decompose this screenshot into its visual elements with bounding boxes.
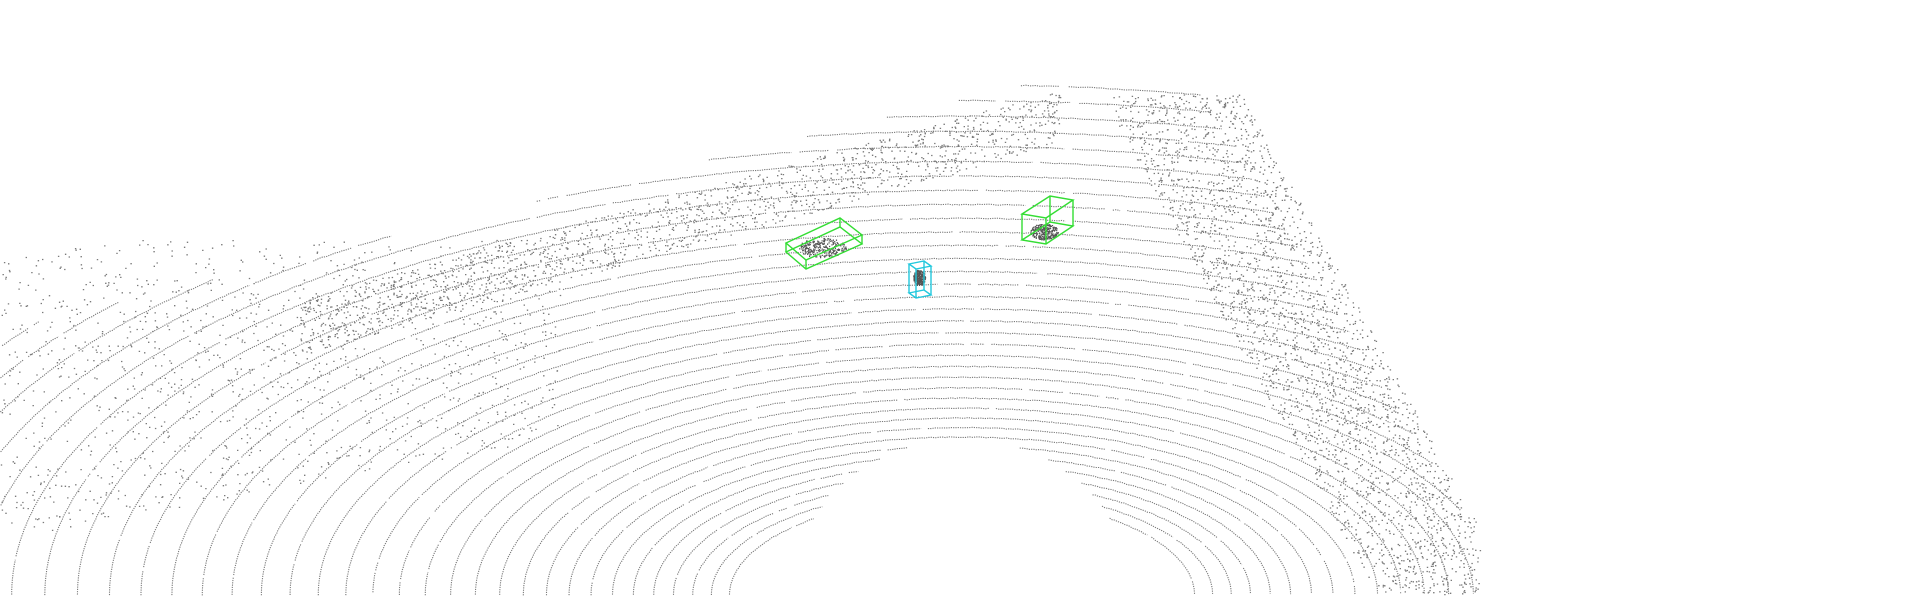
- pedestrian-bounding-box: [907, 260, 933, 299]
- detection-boxes: [784, 195, 1075, 299]
- car-bounding-box-2: [1020, 195, 1075, 245]
- car-bounding-box-1: [784, 217, 864, 270]
- lidar-points: [0, 84, 1482, 596]
